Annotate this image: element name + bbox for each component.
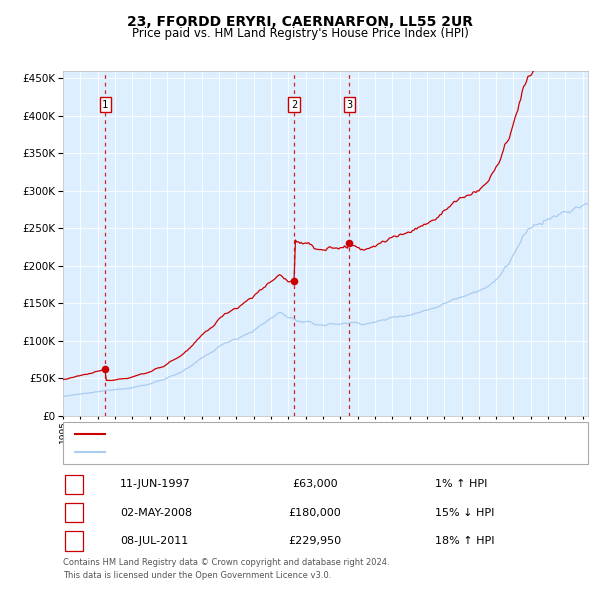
Text: 2: 2 [71, 508, 77, 517]
Text: 23, FFORDD ERYRI, CAERNARFON, LL55 2UR (detached house): 23, FFORDD ERYRI, CAERNARFON, LL55 2UR (… [111, 429, 423, 439]
Text: 1: 1 [71, 480, 77, 489]
Text: Price paid vs. HM Land Registry's House Price Index (HPI): Price paid vs. HM Land Registry's House … [131, 27, 469, 40]
Text: 15% ↓ HPI: 15% ↓ HPI [435, 508, 494, 517]
Text: £180,000: £180,000 [289, 508, 341, 517]
Text: 2: 2 [291, 100, 297, 110]
Text: 08-JUL-2011: 08-JUL-2011 [120, 536, 188, 546]
Text: £229,950: £229,950 [289, 536, 341, 546]
Text: 1% ↑ HPI: 1% ↑ HPI [435, 480, 487, 489]
Text: £63,000: £63,000 [292, 480, 338, 489]
Text: 18% ↑ HPI: 18% ↑ HPI [435, 536, 494, 546]
Text: 1: 1 [102, 100, 109, 110]
Text: 23, FFORDD ERYRI, CAERNARFON, LL55 2UR: 23, FFORDD ERYRI, CAERNARFON, LL55 2UR [127, 15, 473, 30]
Text: Contains HM Land Registry data © Crown copyright and database right 2024.: Contains HM Land Registry data © Crown c… [63, 558, 389, 567]
Text: HPI: Average price, detached house, Gwynedd: HPI: Average price, detached house, Gwyn… [111, 447, 343, 457]
Text: This data is licensed under the Open Government Licence v3.0.: This data is licensed under the Open Gov… [63, 571, 331, 580]
Text: 11-JUN-1997: 11-JUN-1997 [120, 480, 191, 489]
Text: 02-MAY-2008: 02-MAY-2008 [120, 508, 192, 517]
Text: 3: 3 [346, 100, 352, 110]
Text: 3: 3 [71, 536, 77, 546]
